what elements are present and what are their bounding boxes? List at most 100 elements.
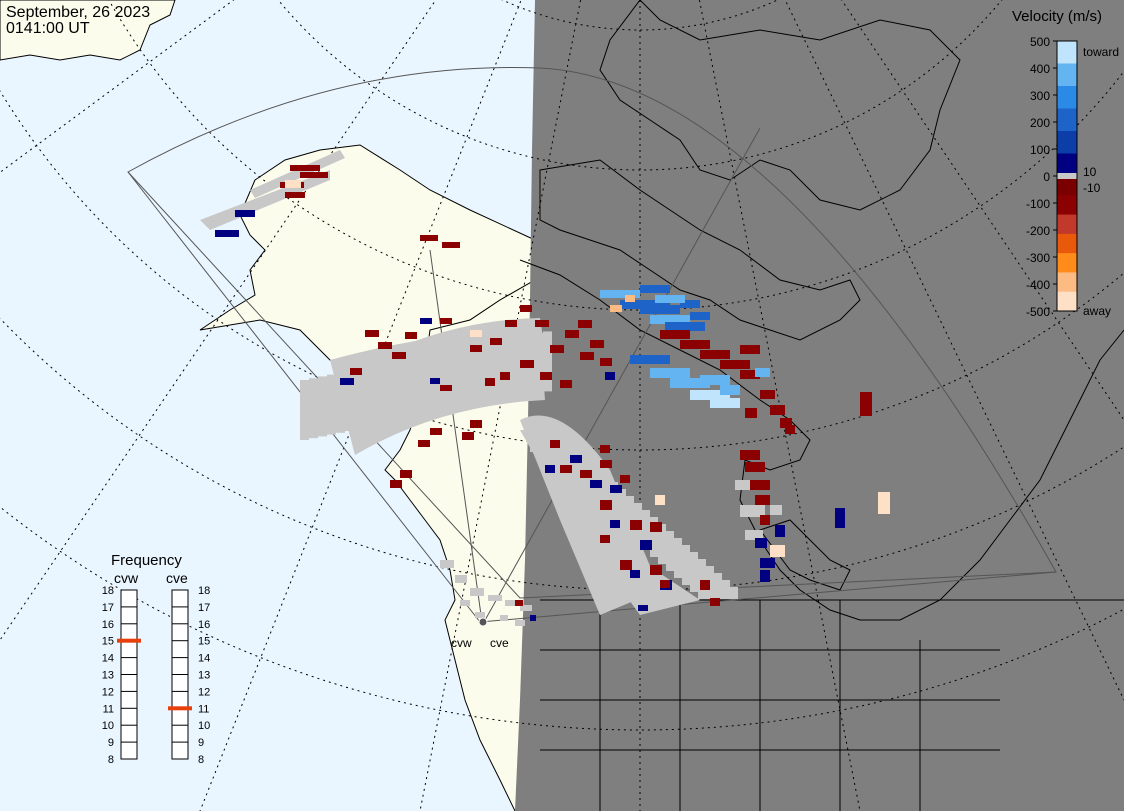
ground-scatter-cell bbox=[543, 331, 552, 392]
ground-scatter-cell bbox=[354, 369, 363, 430]
ground-scatter-cell bbox=[745, 530, 763, 540]
ground-scatter-cell bbox=[327, 374, 336, 435]
velocity-cell bbox=[710, 398, 740, 408]
freq-scale-label: 17 bbox=[102, 602, 114, 614]
colorbar-swatch bbox=[1057, 86, 1077, 109]
velocity-cell bbox=[600, 358, 612, 366]
freq-scale-label: 17 bbox=[198, 602, 210, 614]
date-label: September, 26 2023 bbox=[6, 4, 150, 21]
velocity-cell bbox=[405, 332, 417, 339]
colorbar-tick-label: -500 bbox=[1026, 305, 1050, 319]
freq-scale-label: 18 bbox=[198, 585, 210, 597]
velocity-cell bbox=[740, 345, 760, 354]
freq-radar-label-cvw: cvw bbox=[114, 570, 139, 586]
colorbar-swatch bbox=[1057, 272, 1077, 293]
freq-radar-label-cve: cve bbox=[166, 570, 188, 586]
velocity-cell bbox=[680, 340, 710, 349]
velocity-cell bbox=[430, 428, 442, 435]
near-zero-neg-label: -10 bbox=[1083, 181, 1101, 195]
velocity-cell bbox=[775, 525, 785, 537]
ground-scatter-cell bbox=[345, 371, 354, 431]
velocity-cell bbox=[655, 295, 685, 303]
freq-marker-cvw bbox=[117, 638, 141, 643]
colorbar-swatch bbox=[1057, 195, 1077, 216]
ground-scatter-cell bbox=[363, 367, 372, 428]
velocity-cell bbox=[710, 598, 720, 606]
velocity-cell bbox=[530, 615, 536, 621]
ground-scatter-cell bbox=[399, 360, 408, 421]
ground-scatter-cell bbox=[318, 376, 327, 437]
velocity-cell bbox=[580, 470, 592, 478]
velocity-cell bbox=[740, 450, 760, 460]
ground-scatter-cell bbox=[440, 560, 454, 568]
velocity-cell bbox=[520, 305, 532, 312]
colorbar-title: Velocity (m/s) bbox=[1012, 8, 1102, 25]
colorbar-swatch bbox=[1057, 214, 1077, 235]
velocity-cell bbox=[285, 192, 305, 198]
velocity-cell bbox=[835, 508, 845, 528]
velocity-cell bbox=[755, 368, 770, 377]
freq-scale: 18 18 17 17 16 16 15 15 14 14 13 13 12 12 11 11 10 10 9 9 8 8 bbox=[102, 585, 211, 766]
velocity-cell bbox=[520, 360, 534, 368]
velocity-cell bbox=[625, 295, 635, 302]
ground-scatter-cell bbox=[488, 595, 502, 601]
velocity-cell bbox=[630, 520, 642, 530]
velocity-cell bbox=[578, 320, 592, 328]
velocity-cell bbox=[760, 558, 775, 568]
freq-scale-label: 14 bbox=[102, 653, 114, 665]
velocity-cell bbox=[560, 465, 572, 473]
velocity-cell bbox=[755, 538, 767, 548]
freq-marker-cve bbox=[168, 706, 192, 711]
velocity-cell bbox=[600, 290, 640, 298]
ground-scatter-cell bbox=[408, 358, 417, 419]
colorbar-swatch bbox=[1057, 41, 1077, 64]
coastlines-night bbox=[519, 0, 1124, 811]
velocity-cell bbox=[430, 378, 440, 384]
velocity-cell bbox=[780, 418, 792, 428]
freq-scale-label: 15 bbox=[198, 636, 210, 648]
freq-scale-label: 16 bbox=[102, 619, 114, 631]
velocity-cell bbox=[660, 580, 670, 588]
velocity-cell bbox=[630, 355, 670, 364]
ground-scatter-cell bbox=[498, 340, 507, 401]
velocity-cell bbox=[390, 480, 402, 488]
velocity-cell bbox=[462, 432, 474, 440]
freq-scale-label: 14 bbox=[198, 653, 210, 665]
colorbar-tick-label: -100 bbox=[1026, 197, 1050, 211]
colorbar-tick-label: -400 bbox=[1026, 278, 1050, 292]
velocity-cell bbox=[505, 320, 517, 327]
colorbar-tick-label: 100 bbox=[1030, 143, 1050, 157]
velocity-cell bbox=[440, 318, 452, 324]
velocity-cell bbox=[610, 520, 620, 528]
colorbar-tick-label: 0 bbox=[1043, 170, 1050, 184]
velocity-cell bbox=[760, 515, 770, 525]
colorbar-swatches bbox=[1057, 41, 1077, 312]
velocity-cell bbox=[660, 330, 690, 339]
velocity-cell bbox=[590, 340, 604, 348]
ground-scatter-cell bbox=[462, 347, 471, 408]
ground-scatter-cell bbox=[455, 575, 467, 583]
colorbar-swatch bbox=[1057, 108, 1077, 132]
velocity-cell bbox=[500, 372, 510, 380]
freq-scale-label: 15 bbox=[102, 636, 114, 648]
ground-scatter-cell bbox=[480, 344, 489, 404]
velocity-cell bbox=[470, 330, 482, 337]
velocity-cell bbox=[490, 338, 502, 345]
velocity-cell bbox=[690, 312, 710, 320]
radar-sites: cvw cve bbox=[451, 617, 509, 650]
velocity-cell bbox=[750, 480, 770, 490]
colorbar-tick-label: 200 bbox=[1030, 116, 1050, 130]
velocity-cell bbox=[340, 378, 354, 385]
colorbar-tick-label: 400 bbox=[1030, 62, 1050, 76]
ground-scatter-cell bbox=[460, 600, 470, 606]
velocity-cell bbox=[860, 392, 872, 416]
time-label: 0141:00 UT bbox=[6, 20, 90, 37]
freq-scale-label: 12 bbox=[102, 686, 114, 698]
velocity-cell bbox=[680, 300, 700, 308]
velocity-cell bbox=[515, 600, 523, 606]
colorbar-tick-label: -300 bbox=[1026, 251, 1050, 265]
ground-scatter-cell bbox=[740, 505, 765, 517]
velocity-cell bbox=[770, 545, 785, 557]
velocity-cell bbox=[540, 372, 552, 380]
